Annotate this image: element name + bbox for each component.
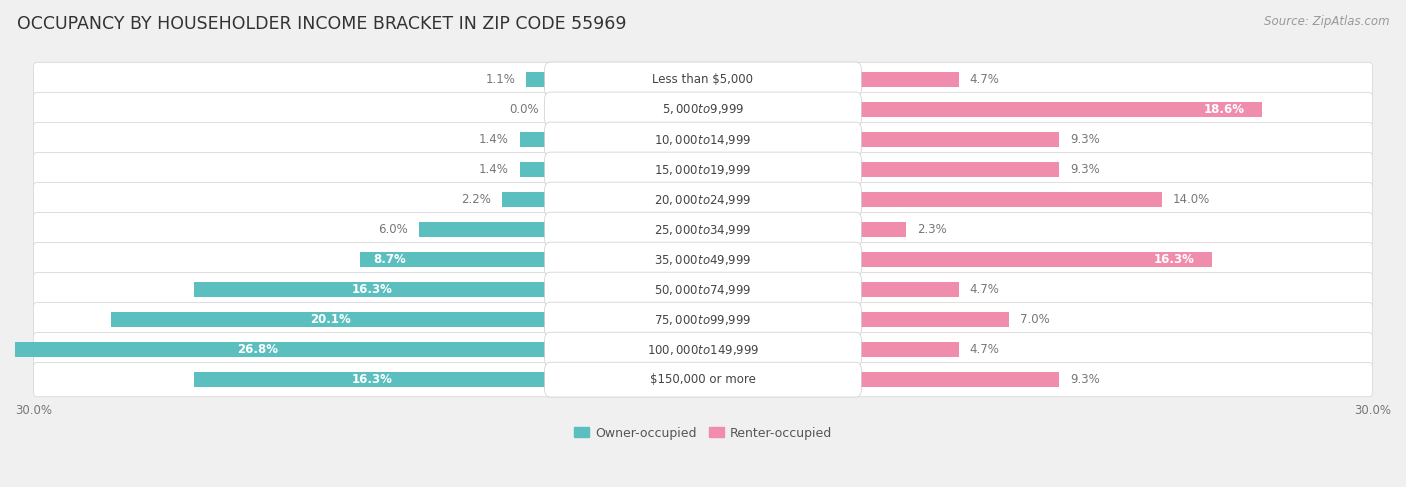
FancyBboxPatch shape [34,122,1372,157]
Bar [856,131,1059,147]
FancyBboxPatch shape [544,152,862,187]
Bar [856,282,959,298]
Text: 8.7%: 8.7% [373,253,406,266]
Bar [111,312,550,327]
Text: 9.3%: 9.3% [1070,163,1099,176]
Text: 16.3%: 16.3% [1153,253,1195,266]
FancyBboxPatch shape [34,183,1372,217]
Text: $75,000 to $99,999: $75,000 to $99,999 [654,313,752,327]
Text: 26.8%: 26.8% [238,343,278,356]
Bar [520,131,550,147]
Text: 16.3%: 16.3% [352,283,392,296]
Bar [526,72,550,87]
Text: 7.0%: 7.0% [1019,313,1049,326]
Bar [856,102,1263,117]
Bar [419,222,550,237]
Text: 2.2%: 2.2% [461,193,491,206]
FancyBboxPatch shape [34,273,1372,307]
Text: Source: ZipAtlas.com: Source: ZipAtlas.com [1264,15,1389,28]
Text: 16.3%: 16.3% [352,373,392,386]
FancyBboxPatch shape [544,272,862,307]
FancyBboxPatch shape [34,152,1372,187]
FancyBboxPatch shape [544,242,862,277]
Text: $5,000 to $9,999: $5,000 to $9,999 [662,102,744,116]
Text: 1.4%: 1.4% [478,163,509,176]
Text: 9.3%: 9.3% [1070,133,1099,146]
Bar [0,342,550,357]
Text: 1.4%: 1.4% [478,133,509,146]
Bar [856,72,959,87]
Text: 14.0%: 14.0% [1173,193,1209,206]
Text: $150,000 or more: $150,000 or more [650,373,756,386]
FancyBboxPatch shape [34,93,1372,127]
Text: 20.1%: 20.1% [311,313,352,326]
Bar [856,162,1059,177]
Text: 0.0%: 0.0% [509,103,538,116]
Text: 30.0%: 30.0% [1354,404,1391,417]
FancyBboxPatch shape [544,332,862,367]
Text: $50,000 to $74,999: $50,000 to $74,999 [654,282,752,297]
FancyBboxPatch shape [544,182,862,217]
FancyBboxPatch shape [544,212,862,247]
Text: 2.3%: 2.3% [917,223,946,236]
Bar [360,252,550,267]
Text: 4.7%: 4.7% [970,73,1000,86]
Bar [194,282,550,298]
Text: Less than $5,000: Less than $5,000 [652,73,754,86]
FancyBboxPatch shape [34,333,1372,367]
Text: 30.0%: 30.0% [15,404,52,417]
Text: $35,000 to $49,999: $35,000 to $49,999 [654,253,752,266]
Bar [520,162,550,177]
Text: 1.1%: 1.1% [485,73,515,86]
FancyBboxPatch shape [34,362,1372,397]
FancyBboxPatch shape [544,92,862,127]
Text: $15,000 to $19,999: $15,000 to $19,999 [654,163,752,176]
Bar [856,222,905,237]
Bar [856,312,1008,327]
Bar [856,342,959,357]
Text: 6.0%: 6.0% [378,223,408,236]
Text: $10,000 to $14,999: $10,000 to $14,999 [654,132,752,147]
FancyBboxPatch shape [544,62,862,97]
FancyBboxPatch shape [34,243,1372,277]
FancyBboxPatch shape [544,122,862,157]
FancyBboxPatch shape [34,302,1372,337]
Text: $25,000 to $34,999: $25,000 to $34,999 [654,223,752,237]
Bar [194,372,550,388]
Text: 18.6%: 18.6% [1204,103,1244,116]
Text: 4.7%: 4.7% [970,283,1000,296]
Text: 9.3%: 9.3% [1070,373,1099,386]
Bar [502,192,550,207]
FancyBboxPatch shape [34,212,1372,246]
Text: $100,000 to $149,999: $100,000 to $149,999 [647,343,759,356]
Text: 4.7%: 4.7% [970,343,1000,356]
Bar [856,252,1212,267]
Bar [856,372,1059,388]
Text: $20,000 to $24,999: $20,000 to $24,999 [654,192,752,206]
FancyBboxPatch shape [34,62,1372,96]
Bar [856,192,1161,207]
Text: OCCUPANCY BY HOUSEHOLDER INCOME BRACKET IN ZIP CODE 55969: OCCUPANCY BY HOUSEHOLDER INCOME BRACKET … [17,15,626,33]
FancyBboxPatch shape [544,302,862,337]
Legend: Owner-occupied, Renter-occupied: Owner-occupied, Renter-occupied [568,422,838,445]
FancyBboxPatch shape [544,362,862,397]
